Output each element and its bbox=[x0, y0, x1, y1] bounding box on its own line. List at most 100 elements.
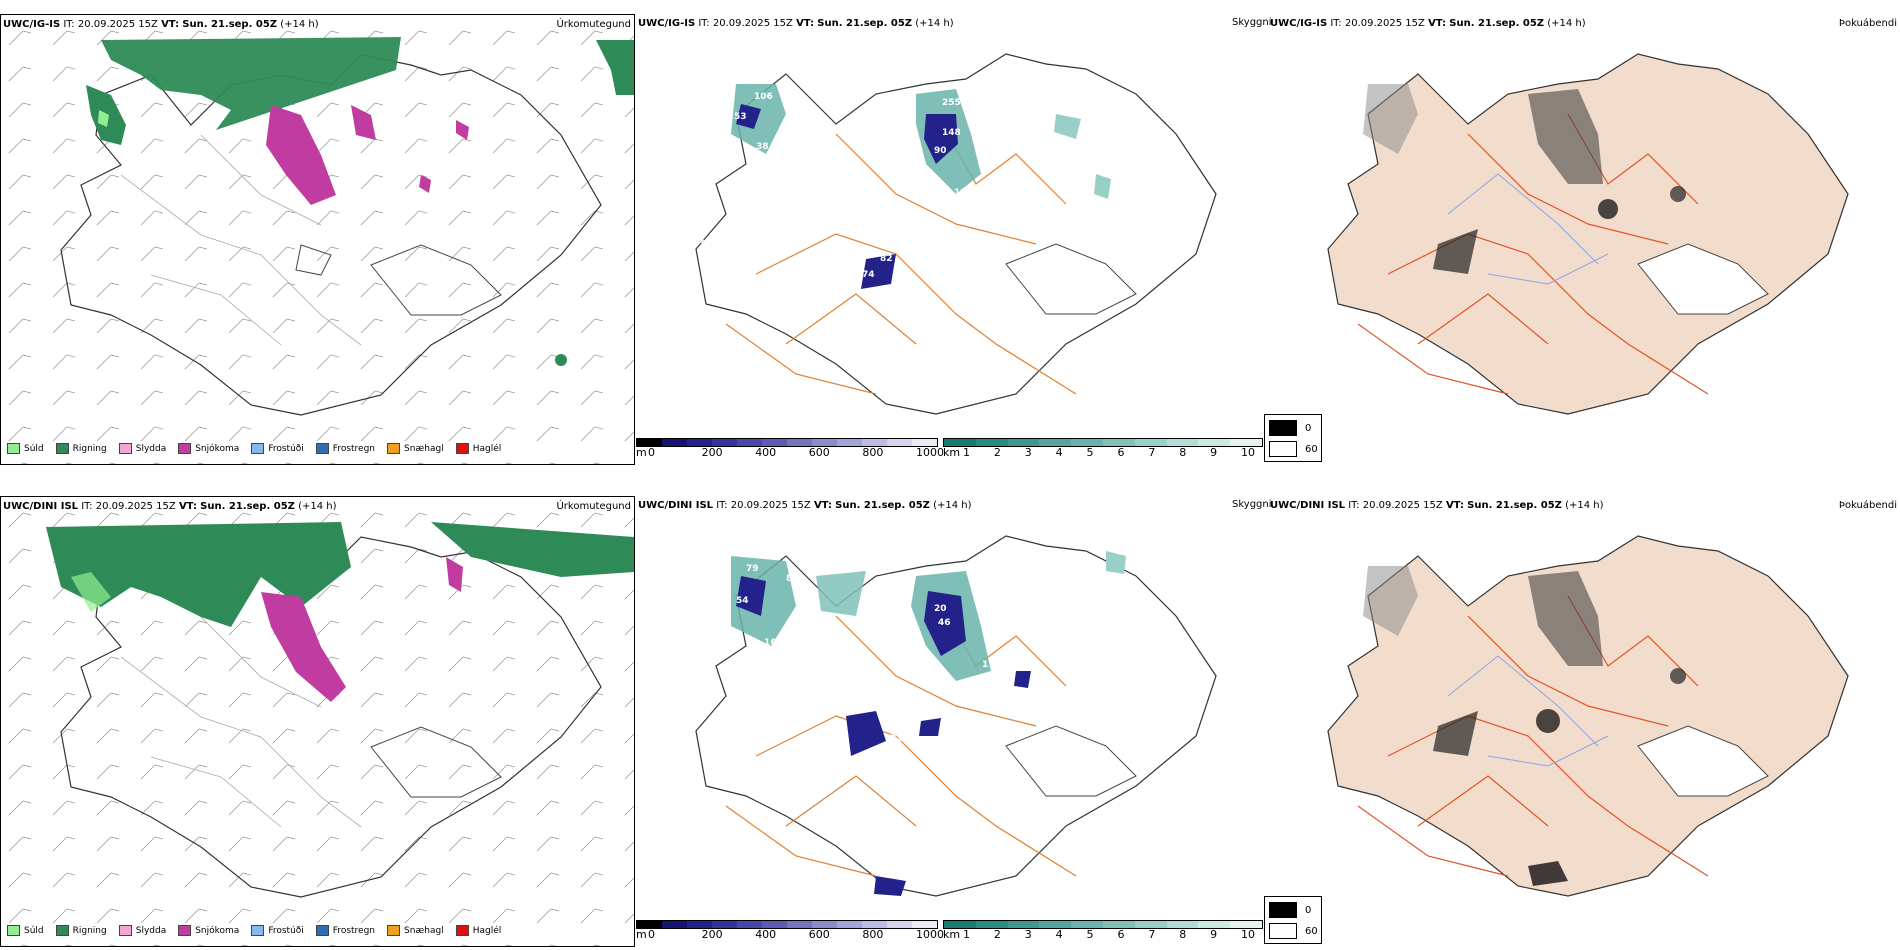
legend-item: Snjókoma bbox=[178, 443, 239, 454]
colorbar-tick-label: 200 bbox=[701, 928, 723, 941]
legend-item: Snjókoma bbox=[178, 925, 239, 936]
rain-area bbox=[101, 37, 401, 130]
cloud-base-label: 72 bbox=[890, 734, 903, 744]
colorbar-tick-label: 400 bbox=[755, 928, 777, 941]
ceiling-visibility-panel-row2: UWC/DINI ISL IT: 20.09.2025 15Z VT: Sun.… bbox=[636, 496, 1272, 947]
legend-item: Rigning bbox=[55, 443, 107, 454]
legend-item: Rigning bbox=[55, 925, 107, 936]
fog-legend-label: 0 bbox=[1305, 904, 1312, 916]
colorbar-tick-label: 8 bbox=[1179, 928, 1187, 941]
cloud-base-label: 53 bbox=[734, 112, 747, 122]
fog-legend-item: 60 bbox=[1269, 441, 1318, 457]
legend-swatch bbox=[455, 925, 469, 936]
colorbar-tick-label: 3 bbox=[1024, 446, 1032, 459]
cloud-base-label: 148 bbox=[942, 128, 961, 138]
legend-swatch bbox=[7, 443, 20, 454]
legend-label: Haglél bbox=[472, 925, 502, 936]
colorbar-tick-label: 9 bbox=[1210, 446, 1218, 459]
colorbar-tick-label: 1000 bbox=[916, 928, 944, 941]
fog-legend-swatch bbox=[1269, 420, 1297, 436]
cloud-base-label: 58 bbox=[994, 670, 1007, 680]
colorbar-tick-label: 3 bbox=[1024, 928, 1032, 941]
legend-label: Frostúði bbox=[268, 925, 304, 936]
fog-legend: 0 60 bbox=[1264, 896, 1322, 944]
colorbar-tick-label: 600 bbox=[808, 446, 830, 459]
cloud-base-label: 2 bbox=[774, 182, 781, 192]
cloud-base-label: 106 bbox=[754, 92, 773, 102]
legend-swatch bbox=[387, 443, 401, 454]
panel-title: UWC/DINI ISL IT: 20.09.2025 15Z VT: Sun.… bbox=[3, 501, 337, 512]
colorbar-tick-label: 8 bbox=[1179, 446, 1187, 459]
cloud-base-label: 38 bbox=[756, 142, 769, 152]
legend-swatch bbox=[7, 925, 20, 936]
legend-label: Frostúði bbox=[268, 443, 304, 454]
snow-area bbox=[266, 105, 336, 205]
panel-label-cloud: Skyggni bbox=[1232, 17, 1272, 28]
cloud-base-label: 79 bbox=[746, 564, 759, 574]
colorbar-tick-label: 1 bbox=[963, 928, 970, 941]
panel-label-fog: Þokuábendi bbox=[1838, 500, 1897, 511]
fog-legend-label: 0 bbox=[1305, 422, 1312, 434]
cloud-base-label: 59 bbox=[786, 96, 799, 106]
legend-swatch bbox=[455, 443, 469, 454]
fog-legend-item: 60 bbox=[1269, 923, 1318, 939]
cloud-base-label: 908 bbox=[1056, 180, 1075, 190]
cloud-base-label: 82 bbox=[880, 254, 893, 264]
legend-label: Snjókoma bbox=[195, 925, 240, 936]
cloud-base-label: 67 bbox=[884, 718, 897, 728]
fog-legend-label: 60 bbox=[1305, 925, 1318, 937]
colorbar-tick-label: 1000 bbox=[916, 446, 944, 459]
precip-map-row2 bbox=[1, 497, 634, 946]
visibility-colorbar: km 1 2 3 4 5 6 7 8 9 10 bbox=[943, 438, 1263, 459]
legend-swatch bbox=[315, 443, 329, 454]
cloud-base-label: 74 bbox=[862, 270, 875, 280]
visibility-colorbar-ticks: 1 2 3 4 5 6 7 8 9 10 bbox=[963, 446, 1261, 459]
legend-label: Snæhagl bbox=[404, 443, 444, 454]
precip-legend: Súld Rigning Slydda Snjókoma Frostúði Frostre… bbox=[7, 925, 513, 936]
legend-swatch bbox=[178, 443, 192, 454]
colorbar-tick-label: 10 bbox=[1241, 928, 1255, 941]
fog-panel-row1: UWC/IG-IS IT: 20.09.2025 15Z VT: Sun. 21… bbox=[1264, 14, 1900, 465]
colorbar-tick-label: 400 bbox=[755, 446, 777, 459]
fog-legend-item: 0 bbox=[1269, 420, 1311, 436]
legend-label: Rigning bbox=[72, 925, 107, 936]
legend-item: Súld bbox=[7, 443, 44, 454]
legend-item: Haglél bbox=[455, 443, 501, 454]
legend-swatch bbox=[387, 925, 401, 936]
fog-legend-label: 60 bbox=[1305, 443, 1318, 455]
panel-title: UWC/IG-IS IT: 20.09.2025 15Z VT: Sun. 21… bbox=[3, 19, 319, 30]
panel-label-precip: Úrkomutegund bbox=[556, 501, 631, 512]
legend-item: Snæhagl bbox=[387, 925, 444, 936]
legend-label: Frostregn bbox=[332, 925, 376, 936]
colorbar-tick-label: 4 bbox=[1055, 446, 1063, 459]
cloud-base-label: 14 bbox=[916, 646, 929, 656]
panel-title: UWC/DINI ISL IT: 20.09.2025 15Z VT: Sun.… bbox=[638, 500, 972, 511]
snow-area bbox=[261, 592, 346, 702]
fog-legend-swatch bbox=[1269, 902, 1297, 918]
ceiling-visibility-panel-row1: UWC/IG-IS IT: 20.09.2025 15Z VT: Sun. 21… bbox=[636, 14, 1272, 465]
legend-label: Snæhagl bbox=[404, 925, 444, 936]
colorbar-tick-label: 2 bbox=[993, 928, 1001, 941]
cloud-base-label: 172 bbox=[982, 660, 1001, 670]
cloud-base-label: 46 bbox=[938, 618, 951, 628]
fog-map-row1 bbox=[1327, 53, 1849, 415]
colorbar-tick-label: 800 bbox=[862, 928, 884, 941]
ceiling-colorbar-cells bbox=[636, 438, 938, 447]
cloud-base-label: 16 bbox=[764, 638, 777, 648]
legend-item: Frostregn bbox=[315, 925, 376, 936]
colorbar-tick-label: 200 bbox=[701, 446, 723, 459]
colorbar-tick-label: 4 bbox=[1055, 928, 1063, 941]
cloud-base-label: 90 bbox=[934, 146, 947, 156]
colorbar-tick-label: 9 bbox=[1210, 928, 1218, 941]
cloud-base-label: 74 bbox=[1036, 676, 1049, 686]
ceiling-colorbar-cells bbox=[636, 920, 938, 929]
visibility-colorbar-cells bbox=[943, 920, 1263, 929]
panel-label-fog: Þokuábendi bbox=[1838, 18, 1897, 29]
colorbar-tick-label: 6 bbox=[1117, 928, 1125, 941]
colorbar-tick-label: 800 bbox=[862, 446, 884, 459]
ceiling-colorbar-ticks: 0 200 400 600 800 1000 bbox=[648, 446, 944, 459]
colorbar-tick-label: 7 bbox=[1148, 928, 1156, 941]
precip-type-panel-row1: UWC/IG-IS IT: 20.09.2025 15Z VT: Sun. 21… bbox=[0, 14, 635, 465]
legend-swatch bbox=[118, 925, 132, 936]
legend-item: Súld bbox=[7, 925, 44, 936]
